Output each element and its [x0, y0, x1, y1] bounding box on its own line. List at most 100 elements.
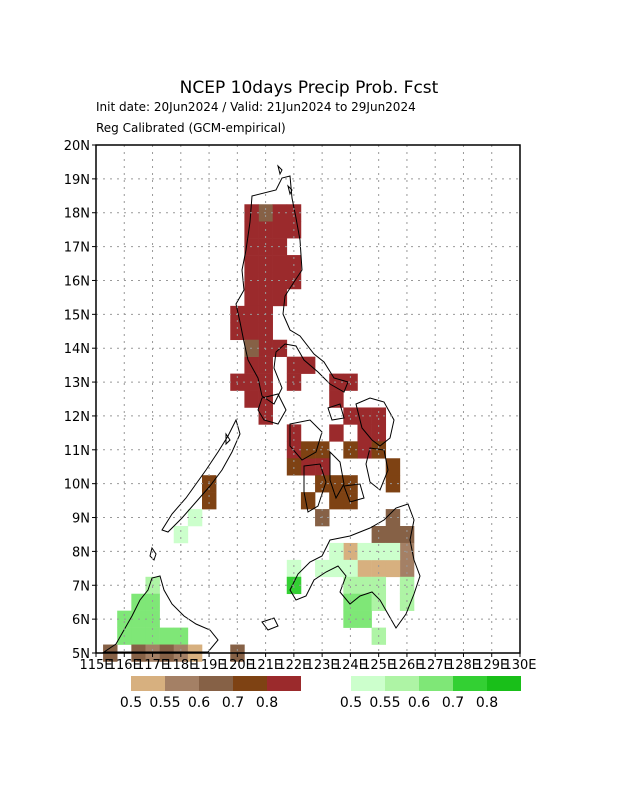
probability-cell [357, 576, 372, 595]
mindanao-coastline [289, 503, 421, 629]
lat-tick-label: 7N [72, 579, 90, 594]
probability-cell [343, 559, 358, 578]
probability-cell [343, 593, 358, 611]
probability-cell [315, 559, 330, 578]
lat-tick-label: 16N [64, 274, 90, 289]
lat-tick-label: 9N [72, 512, 90, 527]
probability-cell [357, 407, 372, 425]
color-legend: 0.5 0.55 0.6 0.7 0.8 0.5 0.55 0.6 0.7 0.8 [120, 676, 521, 711]
lon-tick-label: 119E [193, 658, 226, 673]
lon-tick-label: 124E [334, 658, 367, 673]
map-frame [95, 144, 521, 654]
probability-cells [103, 204, 415, 662]
luzon-coastline [235, 175, 349, 405]
lat-tick-label: 6N [72, 613, 90, 628]
map-grid [96, 145, 520, 653]
lon-tick-label: 123E [306, 658, 339, 673]
probability-cell [399, 593, 415, 611]
probability-cell [357, 610, 372, 628]
map-subtitle-dates: Init date: 20Jun2024 / Valid: 21Jun2024 … [96, 100, 416, 114]
lon-tick-label: 116E [108, 658, 141, 673]
probability-cell [343, 475, 358, 493]
probability-cell [272, 288, 288, 307]
sulu-coastline [261, 617, 279, 631]
probability-cell [371, 441, 387, 459]
probability-cell [385, 559, 401, 578]
probability-cell [371, 526, 387, 544]
probability-cell [343, 610, 358, 628]
probability-cell [385, 542, 401, 561]
probability-cell [244, 221, 259, 239]
dry-legend-swatch [267, 676, 301, 691]
probability-cell [244, 255, 259, 273]
panay-coastline [289, 419, 323, 461]
probability-cell [357, 542, 372, 561]
lon-tick-label: 118E [164, 658, 197, 673]
probability-cell [230, 322, 245, 341]
dry-legend-swatch [199, 676, 233, 691]
probability-cell [343, 407, 358, 425]
wet-legend-label: 0.6 [408, 695, 430, 711]
probability-cell [343, 576, 358, 595]
lat-tick-label: 20N [64, 139, 90, 154]
coastline [102, 164, 421, 653]
probability-cell [159, 627, 175, 645]
lat-tick-label: 5N [72, 647, 90, 662]
lat-tick-label: 8N [72, 545, 90, 560]
palawan-coastline [161, 418, 241, 533]
mindoro-coastline [257, 393, 287, 425]
probability-cell [244, 356, 259, 374]
probability-cell [357, 593, 372, 611]
probability-cell [371, 576, 387, 595]
wet-legend-swatch [453, 676, 487, 691]
bohol-coastline [343, 483, 365, 503]
longitude-labels: 115E116E117E118E119E120E121E122E123E124E… [79, 653, 537, 673]
probability-cell [357, 559, 372, 578]
probability-cell [399, 576, 415, 595]
dry-legend-label: 0.5 [120, 695, 142, 711]
probability-cell [329, 559, 344, 578]
lon-tick-label: 120E [221, 658, 254, 673]
cebu-coastline [329, 450, 345, 500]
lat-tick-label: 18N [64, 207, 90, 222]
lon-tick-label: 125E [362, 658, 395, 673]
map-title: NCEP 10days Precip Prob. Fcst [180, 78, 439, 98]
probability-cell [272, 255, 288, 273]
borneo-coastline [102, 575, 219, 653]
wet-legend-label: 0.5 [340, 695, 362, 711]
probability-cell [286, 255, 302, 273]
lon-tick-label: 122E [277, 658, 310, 673]
probability-cell [399, 559, 415, 578]
probability-cell [286, 356, 302, 374]
probability-cell [343, 373, 358, 391]
map-subtitle-method: Reg Calibrated (GCM-empirical) [96, 121, 286, 135]
probability-cell [343, 441, 358, 459]
negros-coastline [303, 463, 327, 513]
wet-legend-label: 0.8 [476, 695, 498, 711]
lat-tick-label: 17N [64, 241, 90, 256]
lat-tick-label: 10N [64, 478, 90, 493]
probability-cell [258, 356, 273, 374]
probability-cell [315, 441, 330, 459]
dry-legend-label: 0.55 [149, 695, 180, 711]
dry-legend-label: 0.6 [188, 695, 210, 711]
lat-tick-label: 19N [64, 173, 90, 188]
probability-cell [286, 204, 302, 222]
probability-cell [244, 322, 259, 341]
wet-legend-swatch [351, 676, 385, 691]
probability-cell [300, 492, 316, 510]
probability-cell [315, 458, 330, 476]
wet-legend-swatch [385, 676, 419, 691]
probability-cell [385, 526, 401, 544]
lon-tick-label: 117E [136, 658, 169, 673]
probability-cell [286, 458, 302, 476]
lon-tick-label: 130E [503, 658, 536, 673]
lon-tick-label: 127E [419, 658, 452, 673]
wet-legend-swatch [419, 676, 453, 691]
probability-cell [131, 627, 146, 645]
probability-cell [371, 593, 387, 611]
probability-cell [258, 322, 273, 341]
probability-cell [385, 509, 401, 527]
probability-cell [315, 475, 330, 493]
